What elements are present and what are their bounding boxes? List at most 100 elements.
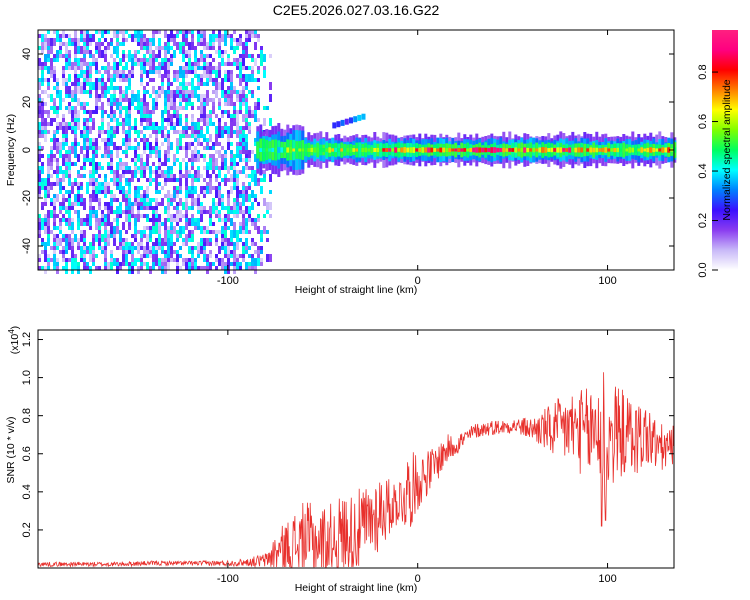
spectrogram-cell xyxy=(80,194,83,198)
spectrogram-cell xyxy=(98,238,101,246)
spectrogram-cell xyxy=(248,158,251,162)
spectrogram-cell xyxy=(619,148,623,152)
spectrogram-cell xyxy=(200,186,203,194)
spectrogram-cell xyxy=(80,186,83,190)
spectrogram-cell xyxy=(116,62,119,66)
spectrogram-cell xyxy=(236,182,239,186)
spectrogram-cell xyxy=(209,262,212,270)
spectrogram-cell xyxy=(179,234,182,238)
spectrogram-cell xyxy=(155,214,158,218)
spectrogram-cell xyxy=(260,178,263,182)
y-tick-label: 0 xyxy=(21,147,33,153)
spectrogram-cell xyxy=(209,174,212,178)
spectrogram-cell xyxy=(439,147,443,153)
spectrogram-cell xyxy=(134,130,137,134)
spectrogram-cell xyxy=(56,58,59,62)
spectrogram-cell xyxy=(167,110,170,118)
spectrogram-cell xyxy=(173,178,176,182)
spectrogram-cell xyxy=(188,218,191,222)
spectrogram-cell xyxy=(41,222,44,230)
spectrogram-cell xyxy=(245,42,248,46)
spectrogram-cell xyxy=(116,146,119,150)
spectrogram-cell xyxy=(140,110,143,118)
spectrogram-cell xyxy=(185,142,188,146)
spectrogram-cell xyxy=(83,82,86,90)
spectrogram-cell xyxy=(47,66,50,74)
spectrogram-cell xyxy=(77,170,80,174)
spectrogram-cell xyxy=(472,147,476,153)
spectrogram-cell xyxy=(50,210,53,218)
spectrogram-cell xyxy=(239,54,242,58)
spectrogram-cell xyxy=(170,46,173,50)
spectrogram-cell xyxy=(38,158,41,162)
spectrogram-cell xyxy=(256,147,260,153)
spectrogram-cell xyxy=(71,246,74,250)
spectrogram-cell xyxy=(263,214,266,218)
spectrogram-cell xyxy=(179,82,182,86)
spectrogram-cell xyxy=(230,218,233,226)
spectrogram-cell xyxy=(197,266,200,270)
spectrogram-cell xyxy=(215,90,218,98)
spectrogram-cell xyxy=(409,147,413,153)
spectrogram-cell xyxy=(158,242,161,246)
spectrogram-cell xyxy=(152,150,155,154)
y-tick-label: 40 xyxy=(21,48,33,60)
spectrogram-cell xyxy=(209,214,212,218)
spectrogram-cell xyxy=(481,147,485,153)
spectrogram-cell xyxy=(254,182,257,186)
spectrogram-cell xyxy=(101,154,104,158)
spectrogram-cell xyxy=(508,148,512,152)
spectrogram-cell xyxy=(149,54,152,58)
spectrogram-cell xyxy=(116,198,119,202)
spectrogram-cell xyxy=(80,70,83,78)
spectrogram-cell xyxy=(200,94,203,102)
spectrogram-cell xyxy=(206,90,209,98)
spectrogram-cell xyxy=(83,70,86,74)
spectrogram-cell xyxy=(101,42,104,46)
spectrogram-cell xyxy=(185,198,188,202)
spectrogram-cell xyxy=(164,226,167,230)
spectrogram-cell xyxy=(104,46,107,50)
spectrogram-cell xyxy=(194,46,197,50)
spectrogram-cell xyxy=(403,147,407,153)
spectrogram-cell xyxy=(185,190,188,198)
spectrogram-cell xyxy=(559,147,563,153)
spectrogram-cell xyxy=(227,166,230,174)
spectrogram-cell xyxy=(62,146,65,150)
spectrogram-cell xyxy=(251,190,254,198)
spectrogram-cell xyxy=(215,34,218,38)
spectrogram-cell xyxy=(53,154,56,158)
spectrogram-cell xyxy=(104,266,107,270)
spectrogram-cell xyxy=(191,150,194,154)
spectrogram-cell xyxy=(182,238,185,242)
spectrogram-cell xyxy=(59,150,62,158)
spectrogram-cell xyxy=(164,182,167,186)
spectrogram-cell xyxy=(176,70,179,74)
spectrogram-cell xyxy=(47,30,50,34)
spectrogram-cell xyxy=(179,142,182,146)
spectrogram-cell xyxy=(218,218,221,222)
spectrogram-cell xyxy=(143,194,146,198)
spectrogram-cell xyxy=(53,58,56,62)
spectrogram-cell xyxy=(131,34,134,42)
spectrogram-cell xyxy=(236,242,239,246)
spectrogram-cell xyxy=(149,238,152,242)
spectrogram-cell xyxy=(242,226,245,230)
spectrogram-cell xyxy=(113,70,116,74)
spectrogram-cell xyxy=(191,214,194,218)
x-tick-label: 0 xyxy=(415,275,421,287)
spectrogram-cell xyxy=(134,118,137,122)
spectrogram-cell xyxy=(137,42,140,46)
spectrogram-cell xyxy=(224,206,227,210)
spectrogram-cell xyxy=(194,178,197,182)
spectrogram-cell xyxy=(143,46,146,50)
spectrogram-cell xyxy=(242,118,245,122)
spectrogram-cell xyxy=(62,246,65,250)
spectrogram-cell xyxy=(490,147,494,153)
spectrogram-cell xyxy=(239,70,242,74)
spectrogram-cell xyxy=(110,94,113,102)
spectrogram-cell xyxy=(203,146,206,150)
spectrogram-cell xyxy=(125,154,128,158)
spectrogram-cell xyxy=(146,106,149,114)
spectrogram-cell xyxy=(47,186,50,190)
